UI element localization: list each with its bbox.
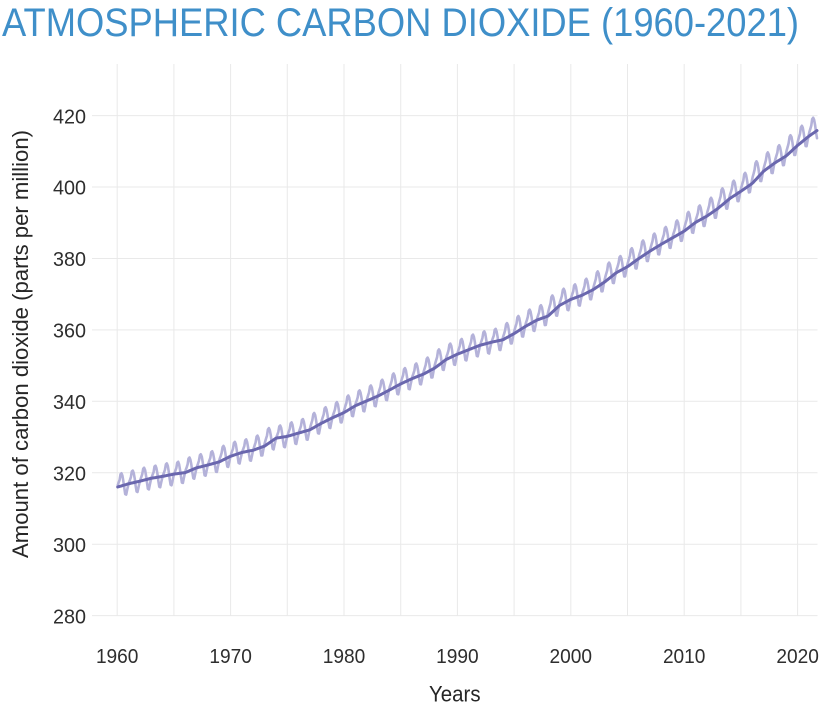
svg-text:340: 340 [53, 392, 86, 414]
svg-text:1970: 1970 [209, 646, 252, 668]
svg-text:ATMOSPHERIC CARBON DIOXIDE (19: ATMOSPHERIC CARBON DIOXIDE (1960-2021) [2, 1, 799, 45]
svg-text:380: 380 [53, 249, 86, 271]
svg-text:2000: 2000 [550, 646, 593, 668]
svg-text:280: 280 [53, 606, 86, 628]
svg-text:2010: 2010 [663, 646, 706, 668]
svg-text:400: 400 [53, 178, 86, 200]
svg-text:300: 300 [53, 535, 86, 557]
svg-text:Years: Years [429, 681, 481, 706]
svg-text:320: 320 [53, 463, 86, 485]
svg-text:360: 360 [53, 321, 86, 343]
svg-text:420: 420 [53, 106, 86, 128]
svg-text:Amount of carbon dioxide (part: Amount of carbon dioxide (parts per mill… [8, 130, 33, 558]
svg-text:1990: 1990 [436, 646, 479, 668]
svg-text:1960: 1960 [96, 646, 139, 668]
svg-text:1980: 1980 [323, 646, 366, 668]
svg-text:2020: 2020 [776, 646, 819, 668]
